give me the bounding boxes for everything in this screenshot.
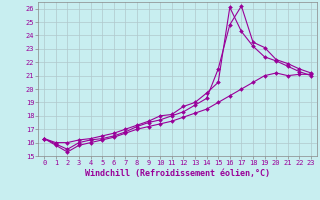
X-axis label: Windchill (Refroidissement éolien,°C): Windchill (Refroidissement éolien,°C) [85, 169, 270, 178]
